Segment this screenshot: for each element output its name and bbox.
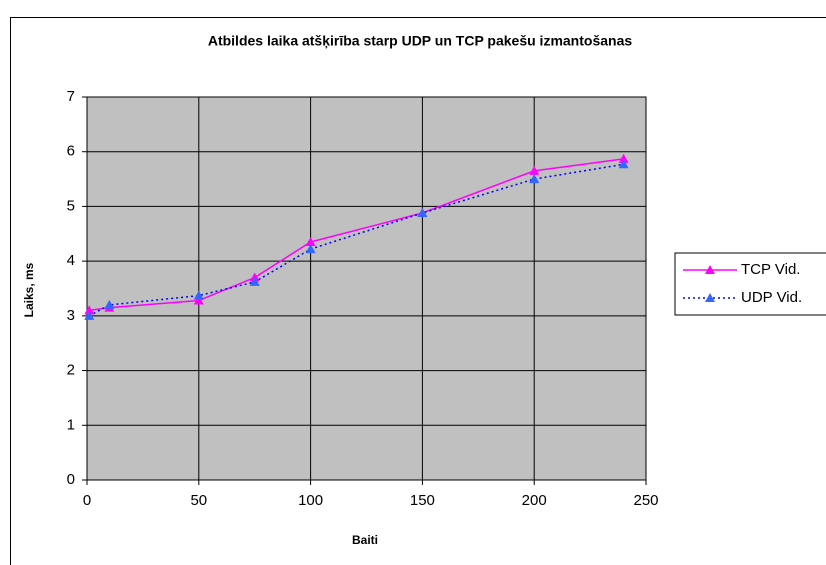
data-point — [529, 174, 540, 184]
x-tick-label: 250 — [633, 492, 658, 509]
legend-box — [674, 252, 826, 316]
data-point — [305, 244, 316, 254]
data-point — [193, 295, 204, 305]
y-tick-label: 0 — [67, 471, 75, 488]
y-tick-label: 3 — [67, 307, 75, 324]
x-tick-label: 200 — [522, 492, 547, 509]
legend-marker — [705, 265, 715, 274]
y-tick-label: 7 — [67, 88, 75, 105]
series-line — [89, 158, 624, 312]
data-point — [618, 159, 629, 169]
chart-title: Atbildes laika atšķirība starp UDP un TC… — [208, 33, 633, 49]
y-tick-label: 5 — [67, 197, 75, 214]
x-tick-label: 50 — [190, 492, 207, 509]
data-point — [249, 276, 260, 286]
legend-label: UDP Vid. — [741, 289, 802, 306]
data-point — [417, 207, 428, 217]
data-point — [305, 236, 316, 246]
data-point — [104, 299, 115, 309]
plot-area — [87, 97, 646, 480]
y-tick-label: 6 — [67, 143, 75, 160]
data-point — [84, 310, 95, 320]
y-tick-label: 2 — [67, 362, 75, 379]
x-axis-label: Baiti — [352, 533, 378, 547]
legend-marker — [705, 293, 715, 302]
x-tick-label: 100 — [298, 492, 323, 509]
data-point — [193, 290, 204, 300]
y-tick-label: 4 — [67, 252, 75, 269]
plot-border — [86, 96, 647, 481]
x-tick-label: 150 — [410, 492, 435, 509]
x-tick-label: 0 — [83, 492, 91, 509]
data-point — [618, 153, 629, 163]
data-point — [529, 165, 540, 175]
y-axis-label: Laiks, ms — [22, 262, 36, 317]
data-point — [84, 305, 95, 315]
series-line — [88, 163, 624, 317]
legend-label: TCP Vid. — [741, 261, 800, 278]
y-tick-label: 1 — [67, 416, 75, 433]
